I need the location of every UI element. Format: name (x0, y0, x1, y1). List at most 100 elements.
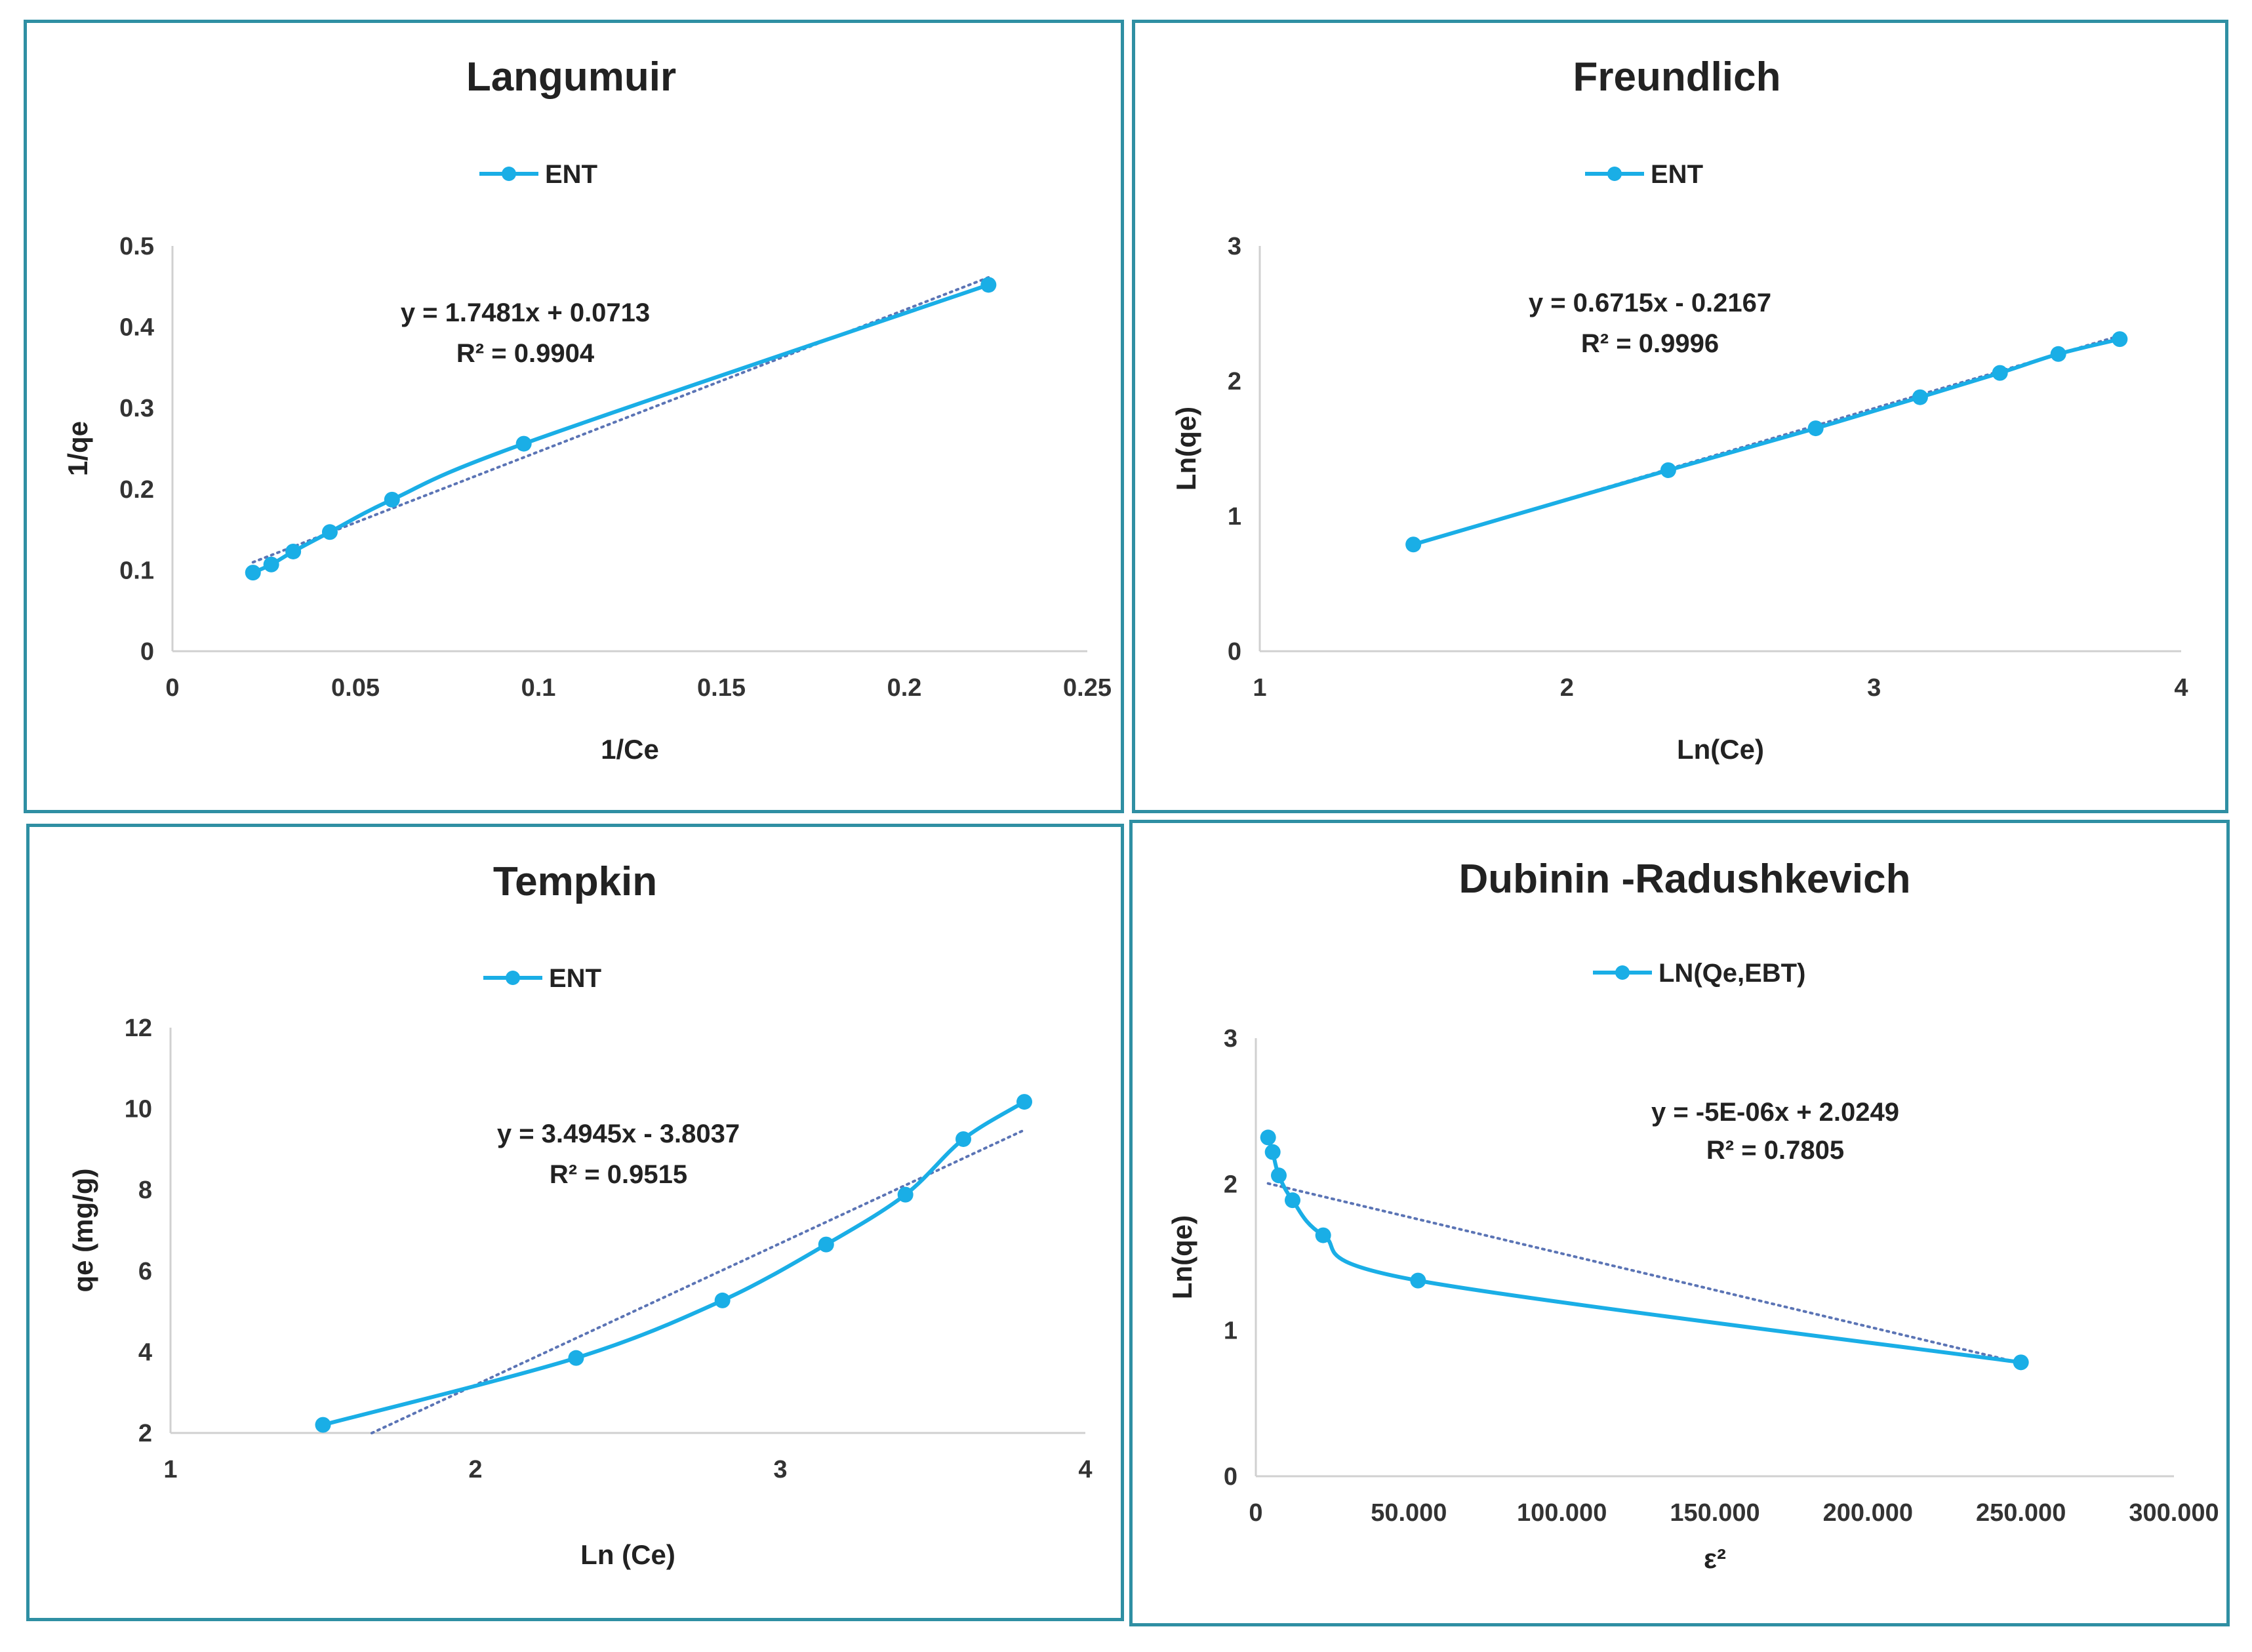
series-line (1413, 337, 2121, 547)
chart-title: Freundlich (1573, 54, 1781, 100)
y-tick-label: 0.2 (119, 476, 154, 504)
x-axis-label: ε² (1704, 1543, 1726, 1574)
y-tick-label: 0 (1228, 638, 1241, 666)
data-point (897, 1186, 914, 1203)
freundlich-panel: Freundlich ENT 0 1 2 3 1 2 3 4 Ln(Ce) Ln(qe) y = 0.6… (1132, 20, 2228, 813)
data-point (2013, 1354, 2029, 1371)
trendline-r2: R² = 0.7805 (1706, 1136, 1844, 1165)
x-tick-label: 300.000 (2129, 1499, 2219, 1527)
langmuir-chart: Langumuir ENT 0 0.1 0.2 0.3 0.4 0.5 0 0.05 0.1 0.15… (62, 54, 1112, 765)
data-point (1912, 389, 1928, 405)
x-tick-label: 0.2 (887, 674, 922, 702)
y-tick-label: 2 (1224, 1171, 1237, 1199)
data-point (1410, 1272, 1426, 1289)
y-axis-label: qe (mg/g) (68, 1169, 98, 1293)
data-point (315, 1417, 331, 1433)
x-axis-label: Ln(Ce) (1677, 734, 1764, 765)
data-point (1016, 1094, 1032, 1110)
trendline-equation: y = -5E-06x + 2.0249 (1651, 1098, 1899, 1127)
x-tick-label: 100.000 (1517, 1499, 1607, 1527)
chart-title: Langumuir (466, 54, 676, 100)
y-axis-label: Ln(qe) (1171, 407, 1201, 491)
legend-label: ENT (1651, 160, 1703, 189)
x-tick-label: 2 (1560, 674, 1574, 702)
data-point (2050, 346, 2066, 362)
x-tick-label: 0.05 (331, 674, 380, 702)
y-tick-label: 0 (140, 638, 154, 666)
trendline-r2: R² = 0.9996 (1581, 329, 1719, 358)
x-tick-label: 0 (165, 674, 179, 702)
series-line (322, 1100, 1026, 1427)
x-tick-label: 4 (2174, 674, 2188, 702)
y-tick-label: 1 (1224, 1317, 1237, 1344)
y-axis-label: Ln(qe) (1167, 1215, 1197, 1299)
trendline (1266, 1182, 2022, 1365)
data-point (1271, 1167, 1287, 1184)
y-tick-label: 2 (1228, 368, 1241, 395)
tempkin-panel: Tempkin ENT 2 4 6 8 10 12 1 2 3 4 Ln (Ce) qe (mg/g) y … (26, 824, 1124, 1621)
data-point (818, 1236, 834, 1253)
data-point (955, 1131, 971, 1147)
x-tick-label: 0.25 (1063, 674, 1112, 702)
dubinin-radushkevich-chart: Dubinin -Radushkevich LN(Qe,EBT) 0 1 2 3 0 50.0… (1167, 856, 2219, 1574)
x-tick-label: 0 (1249, 1499, 1262, 1527)
data-point (1660, 462, 1676, 478)
y-tick-label: 1 (1228, 503, 1241, 531)
data-point (568, 1350, 584, 1366)
data-point (1315, 1227, 1331, 1243)
y-tick-label: 0.1 (119, 557, 154, 584)
x-tick-label: 50.000 (1371, 1499, 1447, 1527)
x-tick-label: 0.1 (521, 674, 556, 702)
x-tick-label: 150.000 (1670, 1499, 1759, 1527)
legend-marker (506, 971, 520, 985)
x-tick-label: 0.15 (697, 674, 746, 702)
y-tick-label: 3 (1224, 1025, 1237, 1053)
y-tick-label: 4 (138, 1339, 152, 1366)
x-tick-label: 1 (1253, 674, 1266, 702)
data-point (1260, 1129, 1276, 1146)
data-point (714, 1292, 731, 1308)
x-tick-label: 3 (1867, 674, 1881, 702)
trendline-equation: y = 1.7481x + 0.0713 (401, 298, 650, 327)
x-tick-label: 250.000 (1976, 1499, 2066, 1527)
chart-title: Dubinin -Radushkevich (1459, 856, 1911, 902)
legend-marker (1607, 167, 1622, 181)
trendline (1412, 334, 2121, 546)
y-tick-label: 0 (1224, 1463, 1237, 1491)
legend-label: ENT (549, 964, 601, 993)
x-tick-label: 3 (773, 1456, 787, 1483)
data-point (1285, 1192, 1300, 1209)
y-tick-label: 6 (138, 1258, 152, 1285)
trendline-r2: R² = 0.9904 (456, 339, 595, 368)
series-line (252, 283, 990, 574)
data-point (384, 491, 400, 508)
y-tick-label: 10 (125, 1096, 152, 1123)
trendline-equation: y = 3.4945x - 3.8037 (497, 1119, 740, 1148)
series-line (1266, 1137, 2022, 1365)
legend-label: ENT (545, 160, 597, 189)
data-point (1264, 1144, 1281, 1160)
data-point (2112, 331, 2128, 348)
legend-label: LN(Qe,EBT) (1659, 959, 1805, 988)
trendline-r2: R² = 0.9515 (550, 1160, 687, 1189)
data-point (1807, 420, 1824, 437)
x-tick-label: 4 (1078, 1456, 1092, 1483)
data-point (1992, 365, 2008, 381)
y-tick-label: 3 (1228, 233, 1241, 260)
data-point (515, 435, 532, 452)
y-tick-label: 8 (138, 1177, 152, 1204)
data-point (321, 524, 338, 540)
y-tick-label: 2 (138, 1420, 152, 1447)
data-point (285, 543, 302, 559)
y-tick-label: 12 (125, 1015, 152, 1042)
data-point (263, 556, 279, 573)
y-tick-label: 0.5 (119, 233, 154, 260)
langmuir-panel: Langumuir ENT 0 0.1 0.2 0.3 0.4 0.5 0 0.05 0.1 0.15… (24, 20, 1124, 813)
x-axis-label: 1/Ce (601, 734, 659, 765)
x-tick-label: 200.000 (1823, 1499, 1913, 1527)
y-axis-label: 1/qe (62, 421, 93, 476)
chart-title: Tempkin (493, 859, 657, 904)
data-point (245, 565, 261, 581)
